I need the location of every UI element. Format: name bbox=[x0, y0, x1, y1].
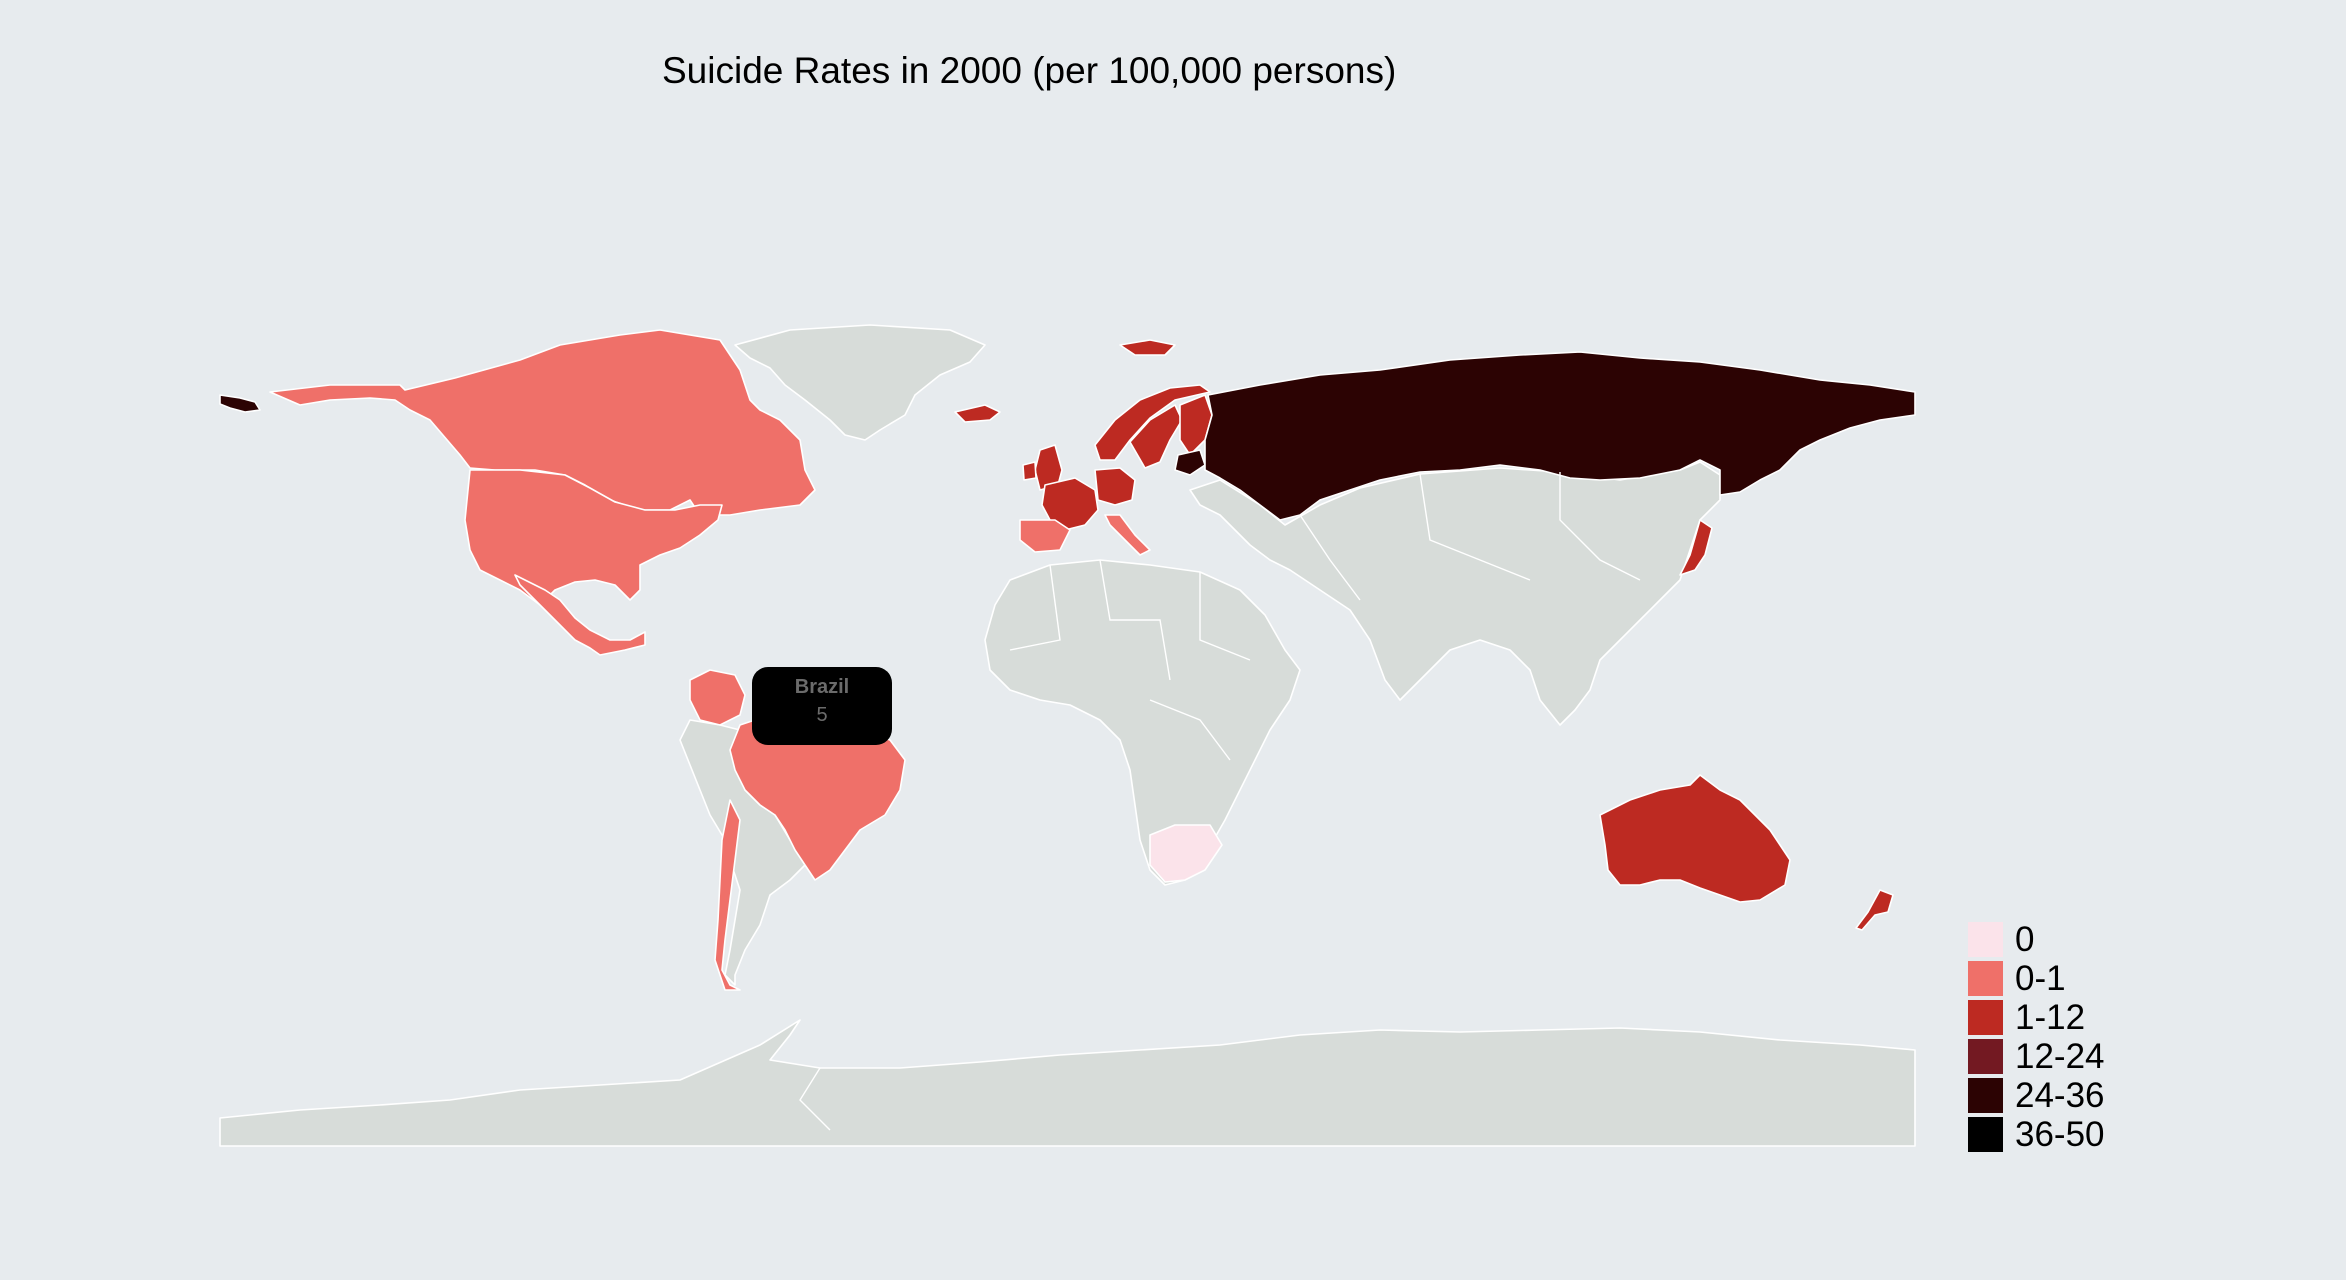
legend-label: 24-36 bbox=[2015, 1076, 2105, 1115]
legend-label: 0-1 bbox=[2015, 959, 2066, 998]
region-ireland[interactable] bbox=[1022, 461, 1037, 481]
legend-swatch bbox=[1968, 1000, 2003, 1035]
region-norway[interactable] bbox=[1094, 384, 1211, 461]
country-border bbox=[1149, 699, 1231, 761]
legend-item[interactable]: 1-12 bbox=[1968, 996, 2168, 1037]
region-greenland[interactable] bbox=[734, 324, 986, 441]
tooltip-country-name: Brazil bbox=[794, 676, 850, 698]
region-united-states[interactable] bbox=[464, 469, 723, 606]
legend-swatch bbox=[1968, 961, 2003, 996]
legend-label: 12-24 bbox=[2015, 1037, 2105, 1076]
region-colombia[interactable] bbox=[689, 669, 746, 726]
legend-item[interactable]: 36-50 bbox=[1968, 1113, 2168, 1154]
hover-tooltip: Brazil 5 bbox=[752, 667, 892, 745]
region-africa[interactable] bbox=[984, 559, 1301, 886]
country-border bbox=[1099, 559, 1171, 681]
legend: 0 0-1 1-12 12-24 24-36 36-50 bbox=[1968, 918, 2168, 1154]
country-border bbox=[1559, 472, 1641, 581]
legend-label: 1-12 bbox=[2015, 998, 2086, 1037]
legend-swatch bbox=[1968, 1117, 2003, 1152]
country-border bbox=[1299, 514, 1361, 601]
legend-label: 36-50 bbox=[2015, 1115, 2105, 1154]
legend-swatch bbox=[1968, 1039, 2003, 1074]
region-russia[interactable] bbox=[1204, 351, 1916, 521]
legend-swatch bbox=[1968, 1078, 2003, 1113]
map-title: Suicide Rates in 2000 (per 100,000 perso… bbox=[662, 50, 1397, 91]
region-mexico[interactable] bbox=[514, 574, 646, 656]
country-border bbox=[799, 1067, 831, 1131]
legend-item[interactable]: 24-36 bbox=[1968, 1074, 2168, 1115]
region-canada[interactable] bbox=[269, 329, 816, 516]
region-germany[interactable] bbox=[1094, 467, 1136, 506]
region-south-africa[interactable] bbox=[1149, 824, 1223, 883]
legend-item[interactable]: 0 bbox=[1968, 918, 2168, 959]
legend-item[interactable]: 0-1 bbox=[1968, 957, 2168, 998]
region-france[interactable] bbox=[1041, 477, 1099, 531]
region-japan[interactable] bbox=[1679, 519, 1713, 576]
region-antarctica[interactable] bbox=[219, 1019, 1916, 1147]
region-new-zealand[interactable] bbox=[1855, 889, 1894, 931]
region-baltics[interactable] bbox=[1174, 449, 1206, 476]
country-border bbox=[1009, 564, 1061, 651]
region-sweden[interactable] bbox=[1129, 404, 1183, 469]
legend-label: 0 bbox=[2015, 920, 2035, 959]
region-chile[interactable] bbox=[714, 799, 741, 991]
region-australia[interactable] bbox=[1599, 774, 1791, 903]
tooltip-value: 5 bbox=[816, 704, 828, 726]
region-iceland[interactable] bbox=[954, 404, 1001, 423]
region-spain[interactable] bbox=[1019, 519, 1071, 553]
country-border bbox=[1419, 473, 1531, 581]
country-border bbox=[1199, 572, 1251, 661]
region-italy[interactable] bbox=[1104, 514, 1151, 556]
legend-swatch bbox=[1968, 922, 2003, 957]
region-svalbard[interactable] bbox=[1119, 339, 1176, 356]
legend-item[interactable]: 12-24 bbox=[1968, 1035, 2168, 1076]
region-alaska-tip[interactable] bbox=[219, 394, 261, 413]
